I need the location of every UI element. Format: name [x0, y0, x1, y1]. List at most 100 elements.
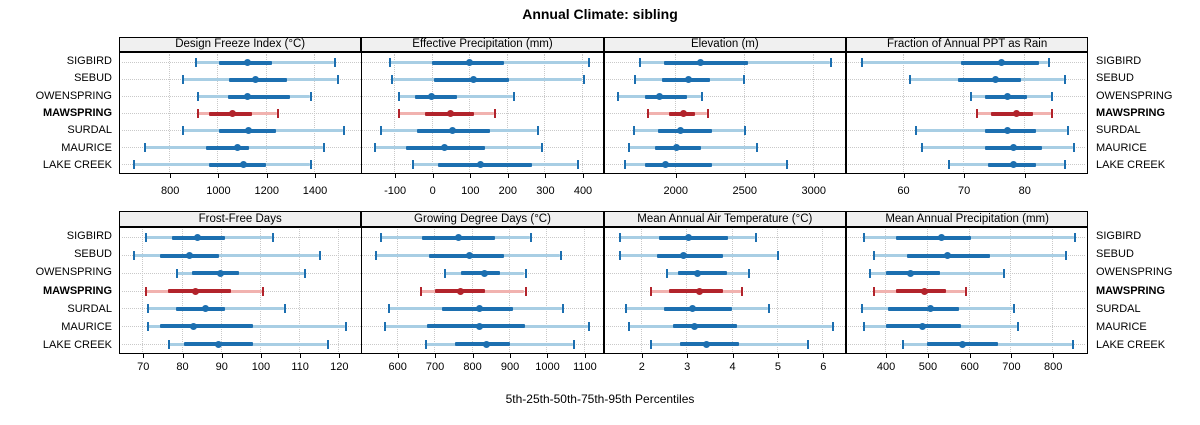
whisker-cap — [1051, 92, 1054, 101]
whisker-cap — [633, 75, 636, 84]
axis-tick — [472, 353, 474, 358]
tick-gridline — [963, 54, 965, 172]
whisker-cap — [541, 143, 544, 152]
whisker-cap — [1072, 143, 1075, 152]
site-label-left-sigbird: SIGBIRD — [66, 230, 112, 243]
tick-gridline — [1010, 229, 1012, 352]
whisker-cap — [625, 304, 628, 314]
panel-divider — [845, 53, 847, 173]
tick-gridline — [544, 54, 546, 172]
axis-tick-label: 80 — [1018, 185, 1031, 197]
axis-tick — [470, 173, 472, 178]
median-dot — [997, 59, 1005, 66]
median-dot — [477, 161, 485, 168]
whisker-cap — [588, 321, 591, 331]
site-label-right-sigbird: SIGBIRD — [1096, 54, 1142, 67]
axis-tick — [886, 353, 888, 358]
whisker-cap — [197, 92, 200, 101]
site-label-left-owenspring: OWENSPRING — [35, 89, 112, 102]
whisker-cap — [133, 251, 135, 261]
whisker-cap — [755, 143, 758, 152]
whisker-cap — [181, 126, 184, 135]
whisker-cap — [915, 126, 918, 135]
median-dot — [191, 287, 199, 295]
median-dot — [937, 234, 945, 242]
whisker-cap — [860, 58, 863, 67]
site-label-left-sigbird: SIGBIRD — [66, 54, 112, 67]
percentile-band-25-75 — [664, 60, 748, 65]
median-dot — [456, 287, 464, 295]
whisker-cap — [1065, 251, 1068, 261]
site-label-right-mawspring: MAWSPRING — [1096, 284, 1166, 297]
axis-tick-label: 3 — [684, 361, 691, 373]
whisker-cap — [283, 304, 286, 314]
whisker-cap — [494, 109, 497, 118]
whisker-cap — [627, 321, 630, 331]
percentile-band-25-75 — [209, 162, 267, 167]
whisker-cap — [144, 143, 147, 152]
axis-tick — [813, 173, 815, 178]
axis-tick-label: 5 — [774, 361, 781, 373]
axis-tick-label: 2500 — [732, 185, 757, 197]
site-label-left-maurice: MAURICE — [61, 320, 112, 333]
whisker-cap — [650, 286, 653, 296]
median-dot — [447, 110, 455, 117]
percentile-band-25-75 — [663, 306, 733, 311]
panel-divider — [360, 53, 363, 173]
site-label-right-sigbird: SIGBIRD — [1096, 230, 1142, 243]
site-label-right-owenspring: OWENSPRING — [1096, 266, 1173, 279]
percentile-band-25-75 — [957, 77, 1022, 82]
site-label-left-sebud: SEBUD — [74, 248, 112, 261]
percentile-band-25-75 — [896, 235, 972, 240]
percentile-band-25-75 — [455, 342, 510, 347]
axis-tick-label: 400 — [876, 361, 896, 373]
whisker-cap — [327, 339, 330, 349]
whisker-cap — [561, 304, 564, 314]
axis-tick-label: 110 — [291, 361, 309, 373]
median-dot — [1004, 93, 1012, 100]
axis-tick — [823, 353, 825, 358]
site-label-left-lake-creek: LAKE CREEK — [42, 159, 112, 172]
axis-tick — [1024, 173, 1026, 178]
axis-tick — [435, 353, 437, 358]
median-dot — [1010, 161, 1018, 168]
axis-tick-label: 900 — [500, 361, 520, 373]
whisker-cap — [322, 143, 325, 152]
median-dot — [1013, 110, 1021, 117]
median-dot — [475, 305, 483, 313]
axis-tick-label: 3000 — [801, 185, 826, 197]
axis-tick — [260, 353, 262, 358]
whisker-cap — [646, 109, 649, 118]
whisker-cap — [582, 75, 585, 84]
median-dot — [689, 305, 697, 313]
percentile-band-25-75 — [644, 162, 713, 167]
axis-tick — [584, 353, 586, 358]
whisker-cap — [627, 143, 630, 152]
median-dot — [483, 340, 491, 348]
site-label-right-owenspring: OWENSPRING — [1096, 89, 1173, 102]
median-dot — [958, 340, 966, 348]
whisker-cap — [1051, 109, 1054, 118]
whisker-cap — [617, 92, 620, 101]
axis-tick — [300, 353, 302, 358]
panel-body-row-2 — [119, 227, 1089, 354]
whisker-cap — [387, 304, 390, 314]
tick-gridline — [583, 229, 585, 352]
whisker-cap — [309, 92, 312, 101]
tick-gridline — [394, 54, 396, 172]
median-dot — [684, 76, 692, 83]
axis-tick-label: 4 — [729, 361, 736, 373]
whisker-cap — [921, 143, 924, 152]
median-dot — [201, 305, 209, 313]
axis-tick — [964, 173, 966, 178]
tick-gridline — [743, 54, 745, 172]
median-dot — [189, 322, 197, 330]
axis-tick — [266, 173, 268, 178]
whisker-cap — [411, 160, 414, 169]
axis-tick-label: 70 — [958, 185, 971, 197]
median-dot — [465, 59, 473, 66]
whisker-cap — [262, 286, 265, 296]
axis-tick — [732, 353, 734, 358]
median-dot — [185, 252, 193, 260]
whisker-cap — [969, 92, 972, 101]
